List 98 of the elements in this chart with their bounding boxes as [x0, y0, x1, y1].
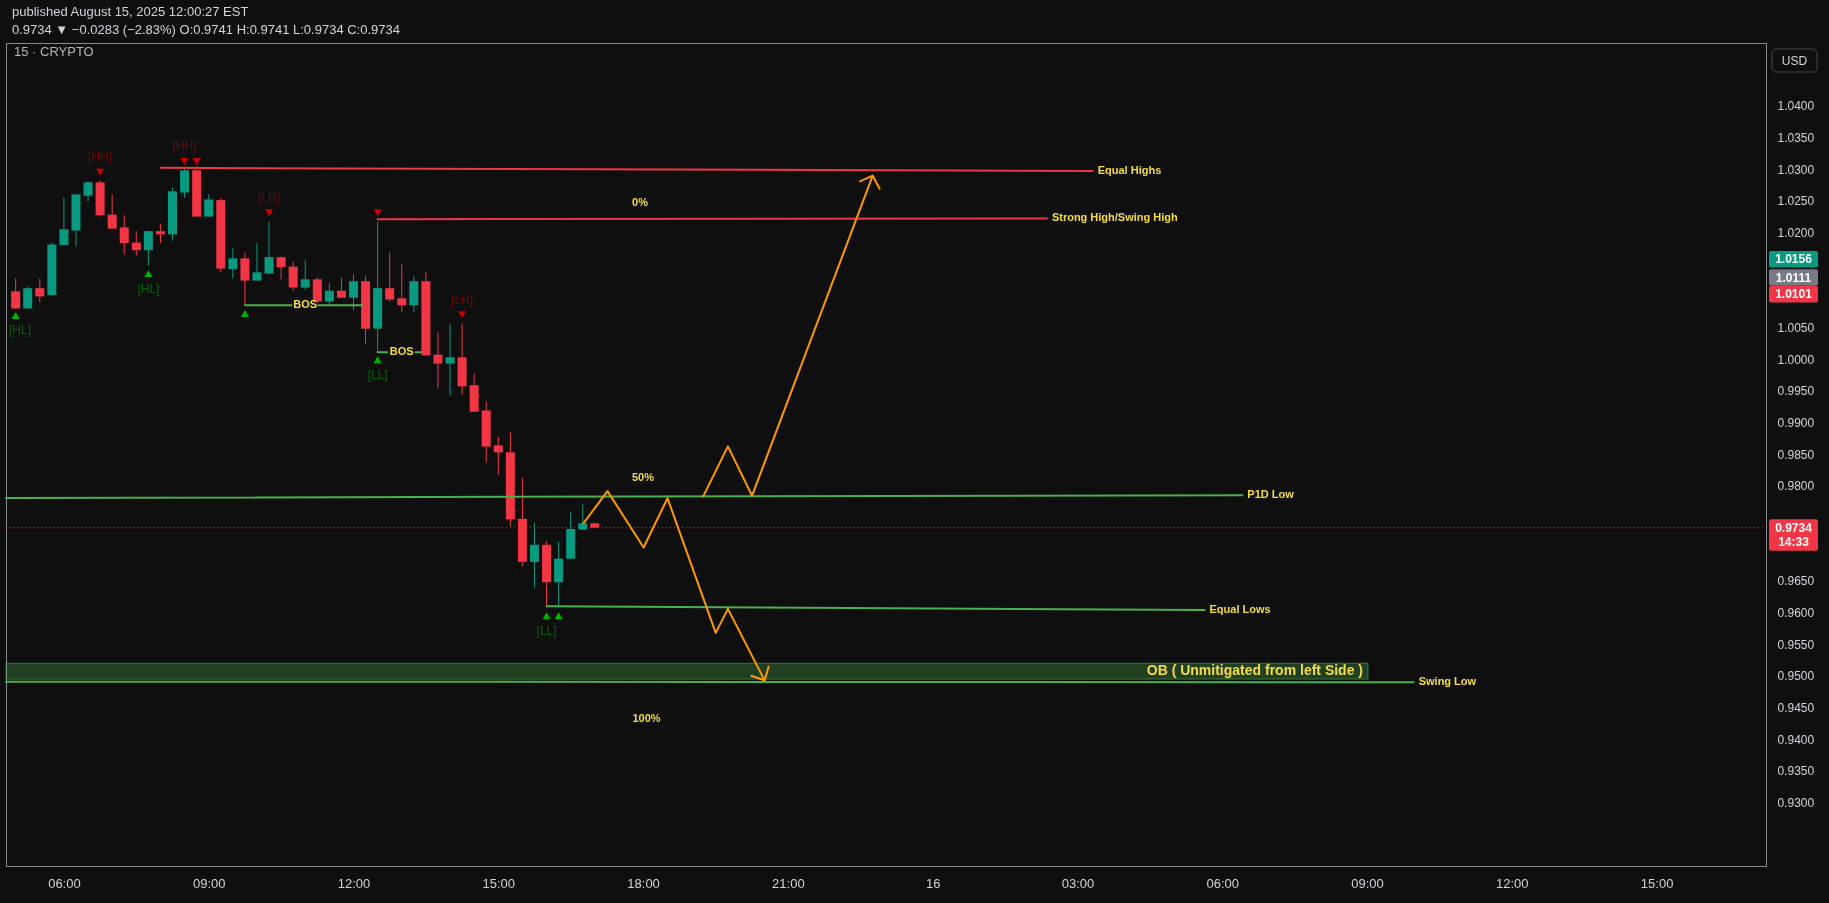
series-label: BOS [293, 298, 318, 311]
candlestick [240, 252, 250, 306]
candlestick [155, 223, 165, 244]
point [554, 612, 563, 620]
point [144, 270, 153, 278]
candlestick [433, 332, 443, 389]
candlestick [59, 197, 69, 246]
candlestick [143, 230, 153, 266]
y-tick-label: 0.9500 [1777, 669, 1815, 684]
x-tick-label: 09:00 [192, 875, 226, 891]
candlestick [35, 278, 45, 303]
candlestick [252, 242, 262, 282]
candlestick [119, 214, 129, 256]
series-label: Equal Highs [1097, 163, 1162, 176]
chart-title: 15 · CRYPTO [14, 44, 94, 59]
y-tick-label: 1.0350 [1777, 130, 1815, 145]
point [96, 168, 105, 176]
y-tick-label: 0.9550 [1777, 637, 1815, 652]
candlestick [445, 323, 455, 396]
y-tick-label: 1.0250 [1777, 194, 1815, 209]
x-tick-label: 18:00 [627, 875, 660, 891]
series-label: Equal Lows [1209, 603, 1271, 616]
candlestick [264, 221, 274, 275]
y-tick-label: 0.9450 [1777, 701, 1815, 716]
text: 1.0156 [1775, 252, 1813, 267]
x-tick-label: 12:00 [337, 875, 371, 891]
data-label: [HH] [88, 150, 113, 165]
x-tick-label: 06:00 [48, 875, 81, 891]
candlestick [11, 278, 21, 309]
y-tick-label: 0.9650 [1777, 574, 1815, 589]
y-axis-title: USD [1781, 53, 1808, 68]
candlestick [131, 230, 141, 256]
point [458, 311, 467, 319]
point [192, 157, 201, 165]
y-tick-label: 0.9350 [1777, 764, 1815, 779]
x-tick-label: 21:00 [772, 875, 805, 891]
point [373, 356, 382, 364]
annotation: 0% [632, 196, 649, 209]
series-label: Strong High/Swing High [1051, 211, 1179, 224]
candlestick [385, 252, 395, 302]
text: 0.9734 ▼ −0.0283 (−2.83%) O:0.9741 H:0.9741 L:0.9734 C:0.9734 [12, 22, 400, 37]
text: published August 15, 2025 12:00:27 EST [12, 4, 249, 19]
data-label: [HL] [137, 281, 160, 296]
series-label: Swing Low [1418, 675, 1477, 688]
text: 1.0101 [1775, 287, 1813, 302]
point [373, 209, 382, 217]
candlestick [529, 522, 539, 589]
y-tick-label: 0.9400 [1777, 732, 1815, 747]
data-label: [HL] [9, 323, 32, 338]
candlestick [349, 273, 358, 311]
candlestick [107, 193, 117, 230]
data-label: [LH] [451, 292, 474, 307]
candlestick [397, 263, 407, 313]
candlestick [578, 503, 588, 531]
candlestick [288, 261, 298, 292]
point [265, 209, 274, 217]
y-tick-label: 1.0300 [1777, 162, 1815, 177]
x-tick-label: 03:00 [1061, 875, 1095, 891]
annotation: 100% [632, 711, 661, 724]
candlestick [554, 541, 564, 608]
data-label: [LL] [367, 367, 388, 382]
y-tick-label: 1.0050 [1777, 320, 1815, 335]
candlestick [300, 259, 310, 290]
y-tick-label: 1.0200 [1777, 225, 1815, 240]
x-tick-label: 12:00 [1496, 875, 1529, 891]
y-tick-label: 0.9950 [1777, 384, 1815, 399]
ref-line-label: 0.9734 14:33 [1775, 520, 1813, 550]
candlestick [204, 193, 214, 218]
y-tick-label: 0.9800 [1777, 479, 1815, 494]
point [542, 612, 551, 620]
candlestick [324, 282, 334, 306]
series-label: BOS [389, 345, 414, 358]
candlestick [336, 276, 346, 299]
band-label: OB ( Unmitigated from left Side ) [1146, 662, 1363, 679]
candlestick [180, 168, 190, 199]
y-tick-label: 0.9600 [1777, 606, 1815, 621]
y-tick-label: 1.0000 [1777, 352, 1815, 367]
x-tick-label: 09:00 [1351, 875, 1384, 891]
data-label: [LH] [258, 190, 281, 205]
x-tick-label: 06:00 [1206, 875, 1240, 891]
y-tick-label: 1.0400 [1777, 99, 1815, 114]
data-label: [HH] [172, 139, 197, 154]
y-tick-label: 0.9900 [1777, 416, 1815, 431]
candlestick [493, 435, 503, 476]
candlestick [83, 180, 93, 202]
text: 1.0111 [1775, 270, 1812, 285]
x-tick-label: 16 [925, 875, 941, 891]
series-label: P1D Low [1247, 488, 1295, 501]
x-tick-label: 15:00 [482, 875, 516, 891]
annotation: 50% [631, 470, 655, 483]
x-tick-label: 15:00 [1640, 875, 1674, 891]
point [11, 311, 20, 319]
candlestick [228, 247, 238, 280]
y-tick-label: 0.9850 [1777, 447, 1815, 462]
data-label: [LL] [536, 623, 557, 638]
point [240, 310, 249, 318]
point [180, 157, 189, 165]
y-tick-label: 0.9300 [1777, 796, 1815, 811]
